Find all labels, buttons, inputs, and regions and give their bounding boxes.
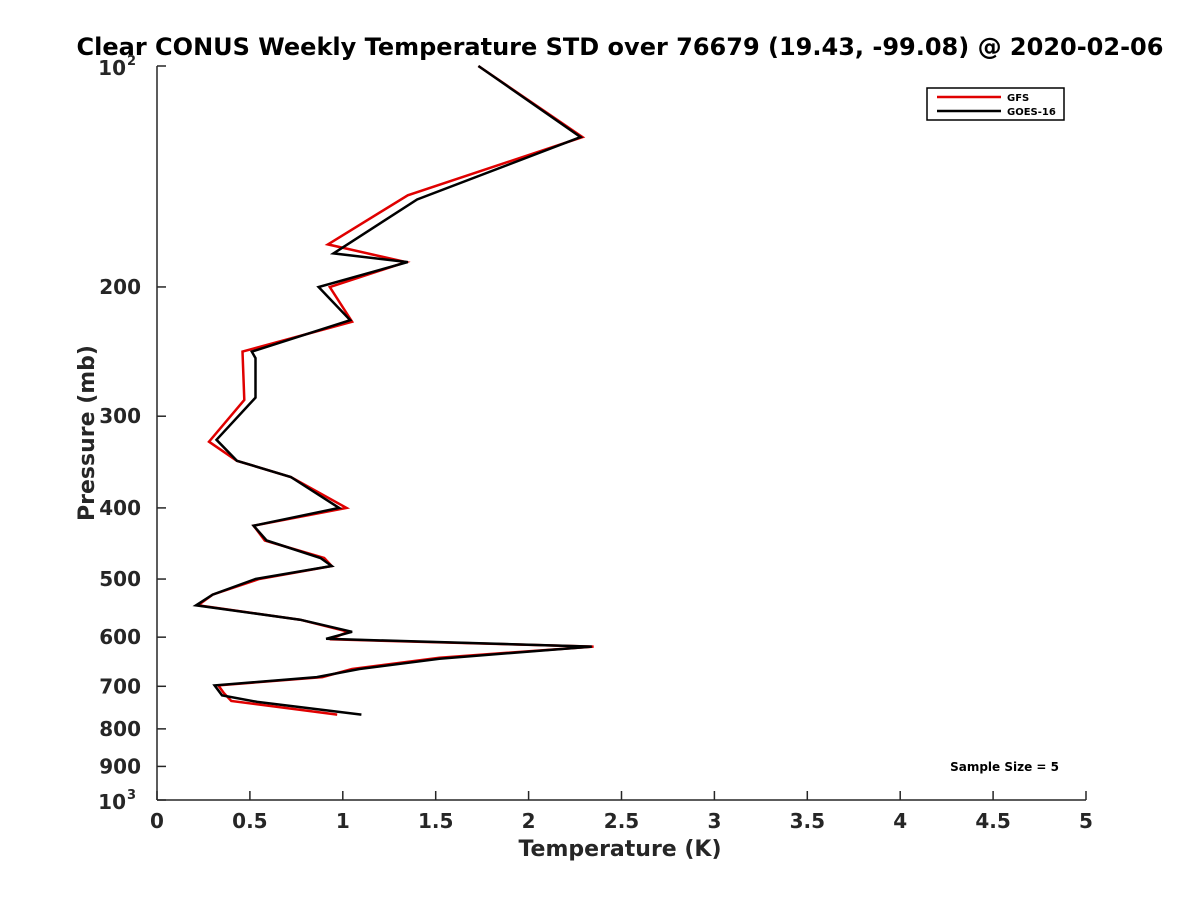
axes: 0 0.5 1 1.5 2 2.5 3 3.5 4 4.5 510 22003004005006007… bbox=[98, 54, 1093, 833]
x-tick-label: 5 bbox=[1079, 809, 1093, 833]
y-tick-label: 500 bbox=[99, 567, 141, 591]
y-tick-label: 200 bbox=[99, 275, 141, 299]
sample-size-annotation: Sample Size = 5 bbox=[950, 760, 1059, 774]
y-tick-label: 10 2 bbox=[98, 54, 136, 80]
y-tick-label: 800 bbox=[99, 717, 141, 741]
x-tick-label: 3.5 bbox=[790, 809, 825, 833]
x-tick-label: 1 bbox=[336, 809, 350, 833]
x-tick-label: 4.5 bbox=[975, 809, 1010, 833]
y-tick-label-base: 10 bbox=[98, 56, 126, 80]
y-tick-label: 10 3 bbox=[98, 788, 136, 814]
series-line-goes-16 bbox=[192, 64, 592, 716]
chart-title: Clear CONUS Weekly Temperature STD over … bbox=[77, 33, 1164, 61]
series-line-gfs bbox=[194, 64, 594, 716]
x-tick-label: 0 bbox=[150, 809, 164, 833]
y-tick-label: 300 bbox=[99, 404, 141, 428]
y-axis-title: Pressure (mb) bbox=[75, 345, 100, 521]
x-tick-label: 1.5 bbox=[418, 809, 453, 833]
x-tick-label: 4 bbox=[893, 809, 907, 833]
y-tick-label: 400 bbox=[99, 496, 141, 520]
x-tick-label: 3 bbox=[707, 809, 721, 833]
series-layer bbox=[192, 64, 594, 716]
y-tick-label: 600 bbox=[99, 625, 141, 649]
y-tick-label-base: 10 bbox=[98, 790, 126, 814]
y-tick-label: 700 bbox=[99, 674, 141, 698]
legend-label: GFS bbox=[1007, 93, 1029, 104]
y-tick-label-exponent: 2 bbox=[127, 54, 136, 69]
legend: GFS GOES-16 bbox=[926, 87, 1065, 121]
legend-box bbox=[926, 87, 1065, 121]
y-tick-label: 900 bbox=[99, 754, 141, 778]
x-axis-title: Temperature (K) bbox=[518, 837, 721, 862]
y-tick-label-exponent: 3 bbox=[127, 788, 136, 803]
x-tick-label: 2 bbox=[522, 809, 536, 833]
x-tick-label: 0.5 bbox=[232, 809, 267, 833]
x-tick-label: 2.5 bbox=[604, 809, 639, 833]
legend-label: GOES-16 bbox=[1007, 107, 1056, 118]
